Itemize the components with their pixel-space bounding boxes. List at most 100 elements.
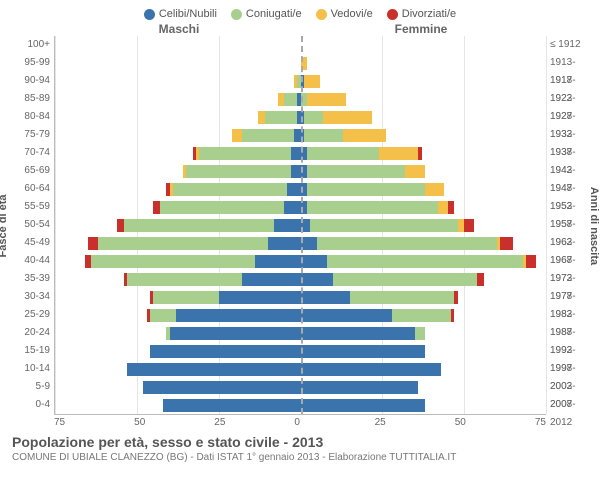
bar-segment bbox=[477, 273, 484, 286]
bar-segment bbox=[301, 255, 327, 268]
bar-segment bbox=[301, 57, 308, 70]
legend-item: Divorziati/e bbox=[387, 8, 456, 20]
age-tick: 65-69 bbox=[6, 162, 54, 180]
male-bar bbox=[55, 399, 301, 412]
pyramid-row bbox=[55, 54, 546, 72]
male-bar bbox=[55, 147, 301, 160]
pyramid-row bbox=[55, 360, 546, 378]
female-bar bbox=[301, 201, 547, 214]
birth-tick: 1963-1967 bbox=[546, 234, 594, 252]
age-tick: 50-54 bbox=[6, 216, 54, 234]
bar-segment bbox=[291, 165, 301, 178]
birth-tick: 1928-1932 bbox=[546, 108, 594, 126]
legend-swatch bbox=[231, 9, 242, 20]
bar-segment bbox=[98, 237, 268, 250]
bar-segment bbox=[327, 255, 523, 268]
birth-tick: 1923-1927 bbox=[546, 90, 594, 108]
plot-area bbox=[54, 36, 546, 415]
pyramid-row bbox=[55, 36, 546, 54]
bar-segment bbox=[150, 345, 301, 358]
bar-segment bbox=[242, 129, 294, 142]
bar-segment bbox=[91, 255, 255, 268]
female-bar bbox=[301, 399, 547, 412]
bar-segment bbox=[199, 147, 291, 160]
birth-tick: 1913-1917 bbox=[546, 54, 594, 72]
birth-tick: 1943-1947 bbox=[546, 162, 594, 180]
bar-segment bbox=[301, 219, 311, 232]
bar-segment bbox=[405, 165, 425, 178]
male-bar bbox=[55, 255, 301, 268]
x-axis: 7550250 0255075 bbox=[0, 415, 600, 428]
x-tick: 50 bbox=[134, 417, 145, 428]
pyramid-row bbox=[55, 270, 546, 288]
y-axis-right: ≤ 19121913-19171918-19221923-19271928-19… bbox=[546, 36, 594, 415]
bar-segment bbox=[526, 255, 536, 268]
female-bar bbox=[301, 255, 547, 268]
bar-segment bbox=[301, 345, 425, 358]
bar-segment bbox=[418, 147, 421, 160]
legend-label: Celibi/Nubili bbox=[159, 8, 217, 20]
female-bar bbox=[301, 363, 547, 376]
legend-label: Coniugati/e bbox=[246, 8, 302, 20]
bar-segment bbox=[265, 111, 298, 124]
birth-tick: 1953-1957 bbox=[546, 198, 594, 216]
x-tick: 75 bbox=[54, 417, 65, 428]
age-tick: 45-49 bbox=[6, 234, 54, 252]
age-tick: 15-19 bbox=[6, 342, 54, 360]
legend-label: Divorziati/e bbox=[402, 8, 456, 20]
female-bar bbox=[301, 147, 547, 160]
age-tick: 75-79 bbox=[6, 126, 54, 144]
male-bar bbox=[55, 327, 301, 340]
male-bar bbox=[55, 363, 301, 376]
x-axis-left: 7550250 bbox=[54, 417, 300, 428]
age-tick: 55-59 bbox=[6, 198, 54, 216]
male-bar bbox=[55, 345, 301, 358]
birth-tick: 1968-1972 bbox=[546, 252, 594, 270]
bar-segment bbox=[242, 273, 301, 286]
female-bar bbox=[301, 345, 547, 358]
female-bar bbox=[301, 165, 547, 178]
bar-segment bbox=[287, 183, 300, 196]
age-tick: 20-24 bbox=[6, 324, 54, 342]
bar-segment bbox=[124, 219, 275, 232]
bar-segment bbox=[304, 129, 343, 142]
birth-tick: 1978-1982 bbox=[546, 288, 594, 306]
female-bar bbox=[301, 327, 547, 340]
female-bar bbox=[301, 93, 547, 106]
pyramid-row bbox=[55, 180, 546, 198]
bar-segment bbox=[451, 309, 454, 322]
pyramid-row bbox=[55, 90, 546, 108]
bar-segment bbox=[448, 201, 455, 214]
male-bar bbox=[55, 39, 301, 52]
bar-segment bbox=[500, 237, 513, 250]
x-axis-right: 0255075 bbox=[300, 417, 546, 428]
male-bar bbox=[55, 309, 301, 322]
bar-segment bbox=[301, 381, 419, 394]
age-tick: 90-94 bbox=[6, 72, 54, 90]
birth-tick: 1998-2002 bbox=[546, 360, 594, 378]
bar-segment bbox=[284, 93, 297, 106]
bar-segment bbox=[176, 309, 300, 322]
bar-segment bbox=[170, 327, 301, 340]
x-tick: 25 bbox=[375, 417, 386, 428]
legend-label: Vedovi/e bbox=[331, 8, 373, 20]
bar-segment bbox=[333, 273, 477, 286]
birth-tick: 1938-1942 bbox=[546, 144, 594, 162]
legend-item: Coniugati/e bbox=[231, 8, 302, 20]
male-bar bbox=[55, 381, 301, 394]
bar-segment bbox=[143, 381, 300, 394]
age-tick: 10-14 bbox=[6, 360, 54, 378]
bar-segment bbox=[307, 165, 405, 178]
male-bar bbox=[55, 201, 301, 214]
female-bar bbox=[301, 381, 547, 394]
bar-segment bbox=[304, 111, 324, 124]
birth-tick: 1918-1922 bbox=[546, 72, 594, 90]
female-bar bbox=[301, 111, 547, 124]
female-bar bbox=[301, 129, 547, 142]
pyramid-row bbox=[55, 288, 546, 306]
pyramid-row bbox=[55, 72, 546, 90]
age-tick: 70-74 bbox=[6, 144, 54, 162]
bar-segment bbox=[301, 309, 393, 322]
bar-segment bbox=[274, 219, 300, 232]
age-tick: 0-4 bbox=[6, 396, 54, 414]
